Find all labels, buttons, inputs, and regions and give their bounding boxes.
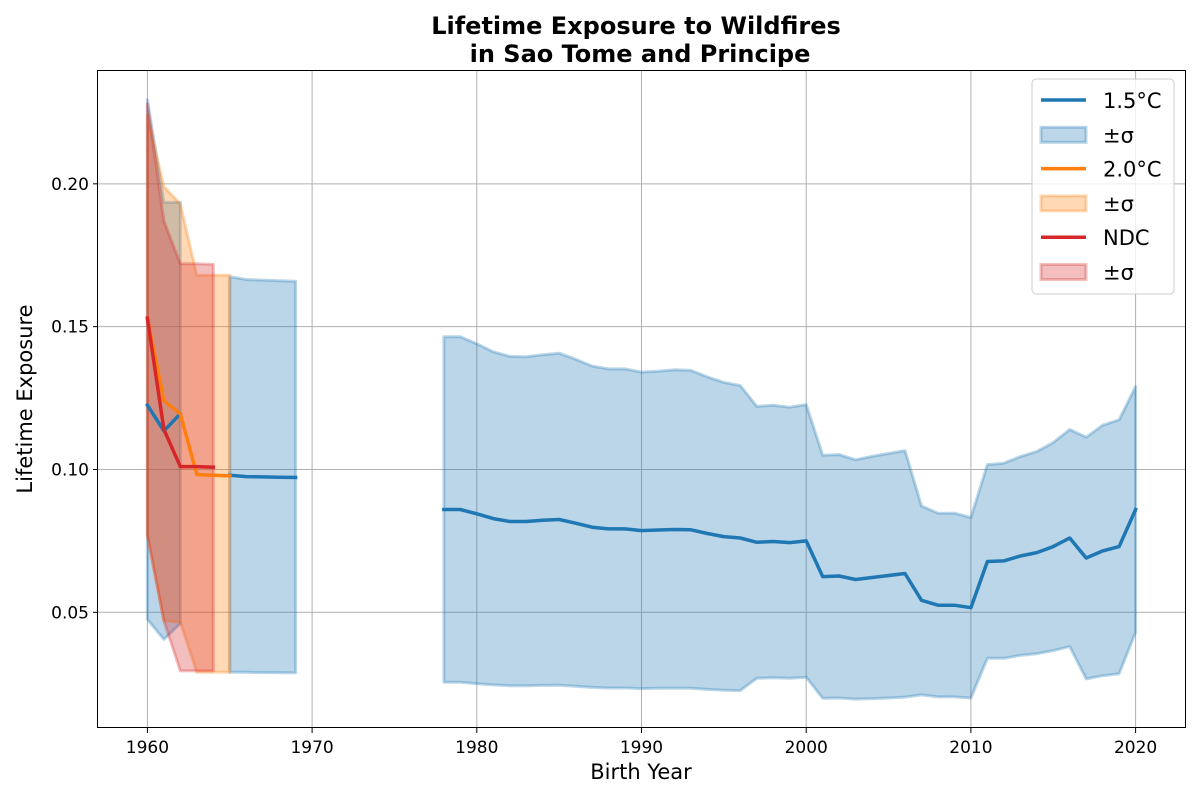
grid — [98, 71, 1185, 728]
legend: 1.5°C ±σ 2.0°C ±σ NDC ±σ — [1031, 78, 1175, 295]
line-2-0-c — [145, 316, 232, 478]
band-ndc — [145, 102, 215, 673]
line-1-5-c — [227, 473, 298, 480]
y-tick-label: 0.15 — [51, 318, 89, 338]
legend-band-label-1-5-c: ±σ — [1103, 123, 1134, 147]
band-1-5-c — [228, 275, 298, 675]
x-tick-label: 2020 — [1114, 738, 1157, 758]
legend-band-2-0-c — [1039, 194, 1088, 213]
legend-frame — [1031, 78, 1175, 295]
y-axis-label: Lifetime Exposure — [13, 304, 37, 493]
x-tick-label: 1960 — [126, 738, 169, 758]
x-tick-label: 1970 — [290, 738, 333, 758]
plot-frame — [97, 70, 1186, 728]
line-ndc — [145, 316, 216, 470]
x-ticks: 1960 1970 1980 1990 2000 2010 2020 — [126, 728, 1157, 758]
legend-band-label-2-0-c: ±σ — [1103, 192, 1134, 216]
x-tick-label: 1990 — [620, 738, 663, 758]
band-2-0-c — [145, 113, 232, 674]
bands — [145, 98, 1138, 701]
x-axis-label: Birth Year — [590, 760, 692, 784]
y-tick-label: 0.20 — [51, 175, 89, 195]
chart-title-line2: in Sao Tome and Principe — [470, 40, 811, 68]
legend-band-ndc — [1039, 263, 1088, 281]
y-tick-label: 0.10 — [51, 460, 89, 480]
line-1-5-c — [442, 507, 1138, 610]
x-tick-label: 2000 — [785, 738, 828, 758]
legend-band-1-5-c — [1039, 125, 1088, 144]
band-1-5-c — [145, 98, 182, 641]
lines — [144, 316, 1138, 610]
y-tick-label: 0.05 — [51, 603, 89, 623]
y-ticks: 0.05 0.10 0.15 0.20 — [51, 175, 98, 623]
band-1-5-c — [442, 335, 1138, 701]
x-tick-label: 1980 — [455, 738, 498, 758]
x-tick-label: 2010 — [949, 738, 992, 758]
legend-band-label-ndc: ±σ — [1103, 261, 1134, 285]
legend-label-1-5-c: 1.5°C — [1103, 89, 1162, 113]
legend-label-ndc: NDC — [1103, 226, 1150, 250]
legend-label-2-0-c: 2.0°C — [1103, 158, 1162, 182]
chart-title-line1: Lifetime Exposure to Wildfires — [431, 12, 841, 40]
